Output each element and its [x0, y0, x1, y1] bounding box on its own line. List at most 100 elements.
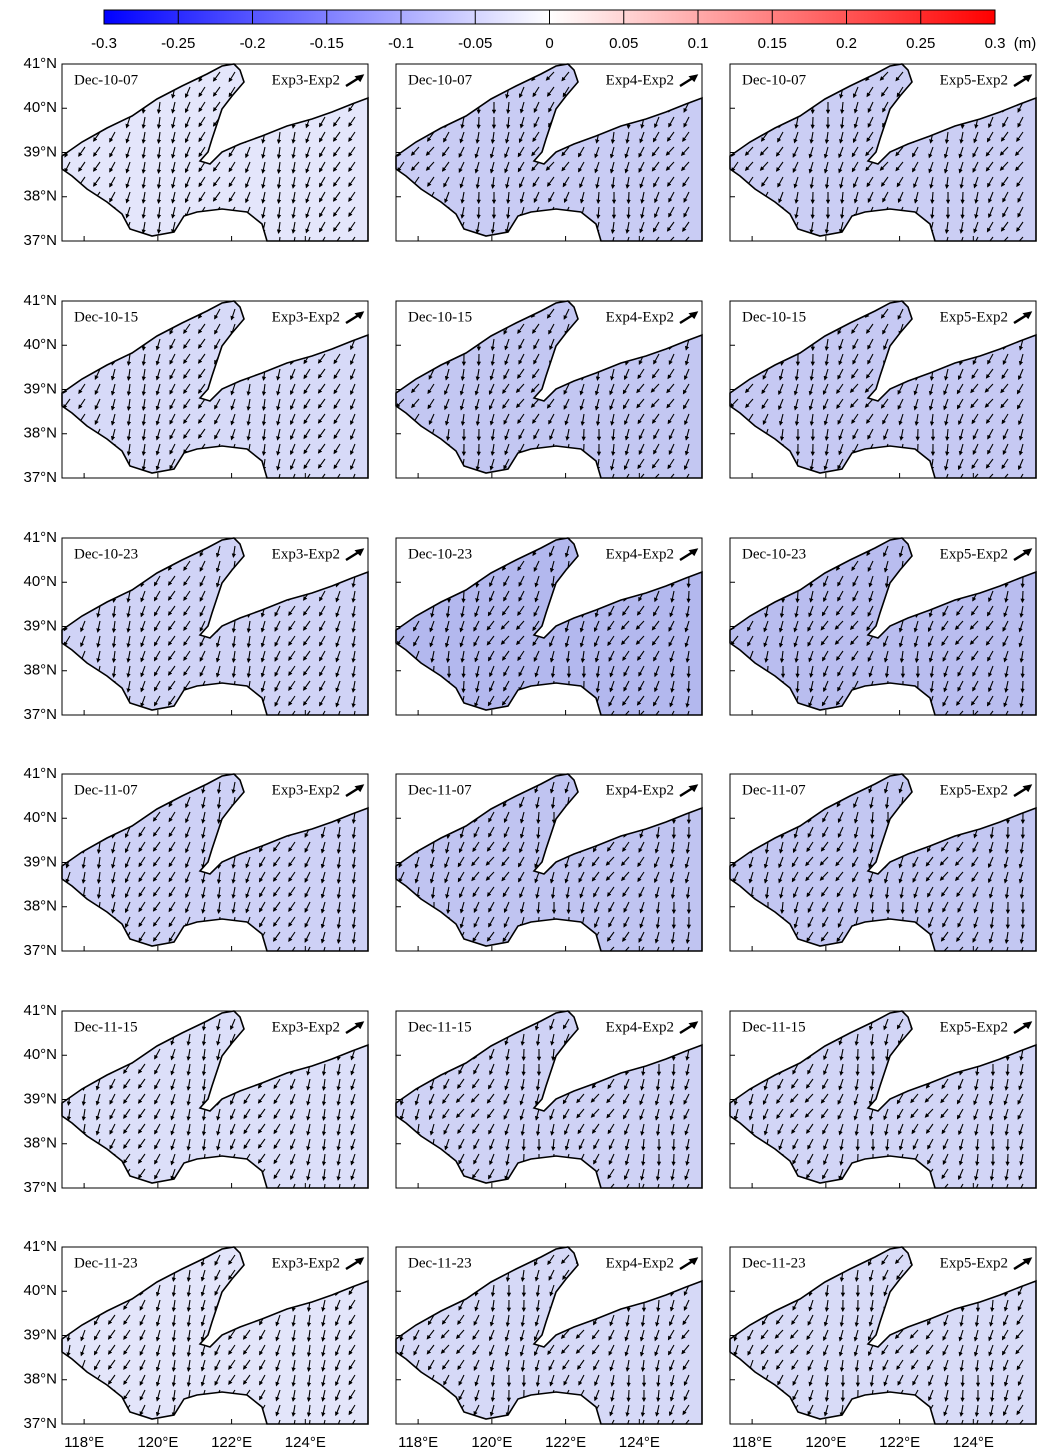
vector-arrow [172, 72, 175, 83]
vector-arrow [95, 339, 100, 349]
panel-date: Dec-10-23 [74, 546, 138, 562]
vector-arrow [95, 444, 100, 454]
panel-date: Dec-11-23 [74, 1255, 138, 1271]
vector-arrow [445, 474, 449, 484]
vector-arrow [735, 1255, 738, 1265]
panel-date: Dec-11-07 [74, 782, 138, 798]
vector-arrow [518, 72, 524, 81]
vector-arrow [655, 102, 659, 112]
vector-arrow [124, 1285, 130, 1294]
vector-arrow [536, 1405, 539, 1416]
vector-arrow [595, 72, 599, 82]
vector-arrow [184, 696, 190, 705]
vector-arrow [582, 812, 584, 823]
vector-arrow [609, 1064, 614, 1074]
vector-arrow [204, 1184, 205, 1195]
vector-arrow [992, 1285, 993, 1296]
vector-arrow [780, 459, 783, 470]
vector-arrow [750, 591, 753, 602]
vector-arrow [68, 1285, 70, 1296]
vector-arrow [564, 474, 569, 484]
vector-arrow [1006, 1034, 1008, 1045]
vector-arrow [79, 102, 85, 111]
sea-shading [62, 1011, 368, 1188]
vector-arrow [399, 177, 404, 187]
vector-arrow [398, 696, 404, 705]
vector-arrow [596, 309, 599, 320]
vector-arrow [401, 842, 404, 852]
vector-arrow [79, 339, 85, 348]
vector-arrow [399, 947, 404, 957]
vector-arrow [782, 561, 783, 572]
vector-arrow [413, 222, 419, 231]
vector-arrow [535, 947, 539, 957]
vector-arrow [581, 711, 584, 722]
vector-arrow [98, 681, 100, 692]
vector-arrow [991, 1270, 993, 1281]
vector-arrow [914, 932, 918, 942]
lat-tick-label: 37°N [23, 1415, 57, 1432]
vector-arrow [83, 1154, 85, 1165]
vector-arrow [95, 354, 100, 364]
vector-arrow [912, 1405, 918, 1414]
vector-arrow [64, 369, 70, 378]
vector-arrow [820, 782, 828, 790]
vector-arrow [472, 1019, 479, 1027]
map-panel: Dec-10-23Exp3-Exp237°N38°N39°N40°N41°N [23, 529, 368, 723]
vector-arrow [567, 696, 569, 707]
vector-arrow [188, 1184, 190, 1195]
vector-arrow [1017, 1270, 1023, 1279]
vector-arrow [477, 87, 479, 98]
vector-arrow [855, 1184, 858, 1194]
vector-arrow [110, 102, 115, 112]
vector-arrow [416, 576, 419, 587]
vector-arrow [94, 102, 100, 111]
vector-arrow [97, 1154, 100, 1165]
vector-arrow [580, 222, 584, 232]
vector-arrow [143, 72, 145, 83]
vector-arrow [852, 696, 858, 705]
vector-arrow [401, 1019, 404, 1030]
vector-arrow [737, 1034, 738, 1045]
vector-arrow [567, 339, 569, 350]
panel-experiment: Exp3-Exp2 [272, 72, 340, 88]
vector-arrow [461, 474, 464, 485]
vector-arrow [83, 932, 85, 943]
vector-arrow [154, 782, 160, 791]
vector-arrow [349, 87, 355, 96]
vector-arrow [521, 1420, 524, 1431]
sea-field [62, 1011, 368, 1195]
vector-arrow [767, 681, 768, 692]
vector-arrow [458, 947, 464, 956]
vector-arrow [430, 1390, 434, 1400]
vector-arrow [732, 651, 738, 660]
reference-vector [346, 313, 362, 323]
vector-arrow [203, 932, 205, 943]
vector-arrow [416, 681, 419, 692]
vector-arrow [762, 1405, 768, 1414]
vector-arrow [402, 1169, 404, 1180]
vector-arrow [279, 87, 280, 98]
vector-arrow [474, 546, 479, 556]
vector-arrow [976, 1034, 978, 1045]
vector-arrow [853, 947, 858, 957]
vector-arrow [932, 324, 933, 335]
vector-arrow [204, 1169, 205, 1180]
vector-arrow [737, 1390, 738, 1401]
vector-arrow [217, 606, 220, 617]
vector-arrow [231, 1169, 235, 1179]
vector-arrow [613, 354, 614, 365]
vector-arrow [565, 102, 569, 112]
vector-arrow [474, 1270, 479, 1280]
lat-tick-label: 38°N [23, 1135, 57, 1152]
vector-arrow [778, 222, 783, 232]
vector-arrow [219, 842, 220, 853]
vector-arrow [807, 1034, 813, 1043]
vector-arrow [430, 1184, 434, 1194]
vector-arrow [751, 1034, 753, 1045]
vector-arrow [901, 606, 903, 617]
vector-arrow [486, 782, 494, 790]
lat-tick-label: 38°N [23, 188, 57, 205]
vector-arrow [670, 561, 674, 571]
vector-arrow [751, 1285, 753, 1296]
